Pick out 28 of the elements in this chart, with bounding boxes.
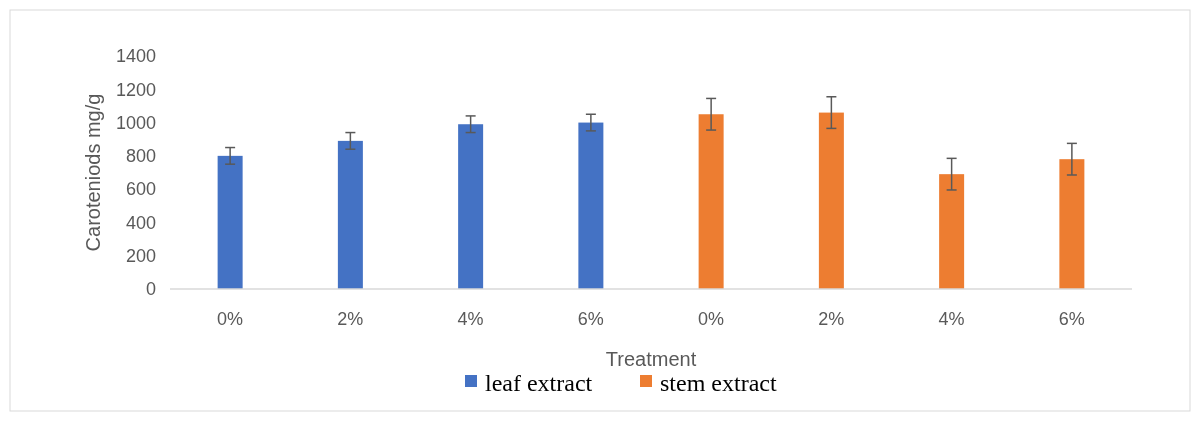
x-tick-label: 6% bbox=[1058, 309, 1085, 329]
bar bbox=[818, 112, 844, 289]
y-tick-label: 1400 bbox=[115, 46, 156, 67]
x-tick-label: 2% bbox=[337, 309, 364, 329]
bar bbox=[578, 122, 604, 289]
y-tick-label: 600 bbox=[125, 179, 156, 200]
legend-label: leaf extract bbox=[485, 370, 593, 397]
y-axis-title: Caroteniods mg/g bbox=[82, 93, 104, 252]
bar bbox=[337, 140, 363, 289]
y-tick-label: 200 bbox=[125, 246, 156, 267]
bar bbox=[939, 174, 965, 289]
x-tick-label: 4% bbox=[457, 309, 484, 329]
y-tick-label: 400 bbox=[125, 212, 156, 233]
y-tick-label: 0 bbox=[145, 279, 156, 300]
bar bbox=[458, 124, 484, 289]
x-tick-label: 0% bbox=[217, 309, 244, 329]
legend-label: stem extract bbox=[660, 370, 777, 397]
y-tick-label: 1000 bbox=[115, 112, 156, 133]
y-tick-label: 1200 bbox=[115, 79, 156, 100]
bar bbox=[217, 155, 243, 289]
x-tick-label: 4% bbox=[938, 309, 965, 329]
y-tick-label: 800 bbox=[125, 146, 156, 167]
x-tick-label: 6% bbox=[577, 309, 604, 329]
bar bbox=[698, 114, 724, 289]
x-tick-label: 2% bbox=[818, 309, 845, 329]
x-tick-label: 0% bbox=[698, 309, 725, 329]
bar bbox=[1059, 159, 1085, 289]
x-axis-title: Treatment bbox=[605, 348, 697, 370]
